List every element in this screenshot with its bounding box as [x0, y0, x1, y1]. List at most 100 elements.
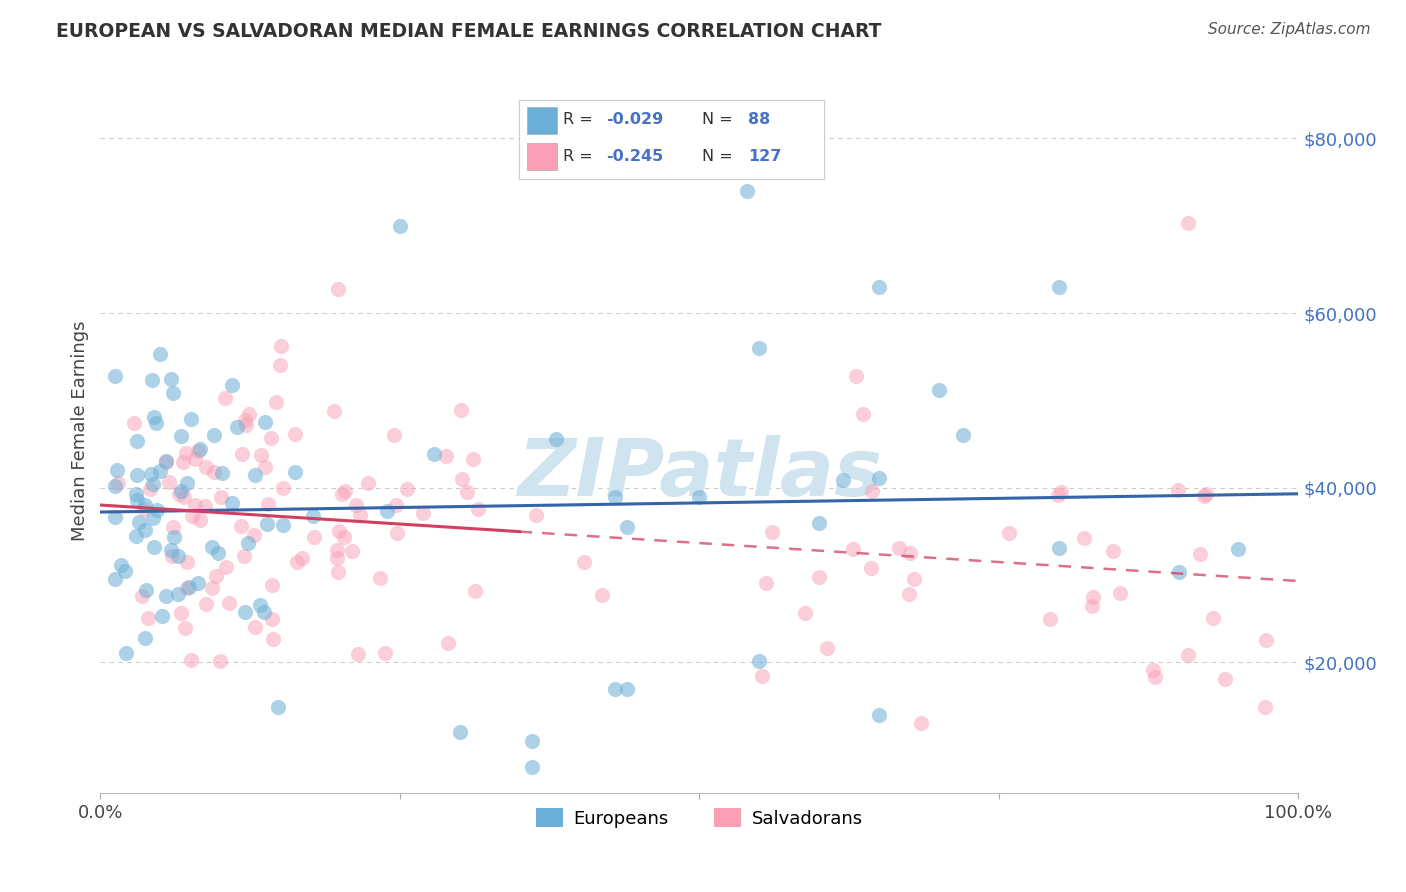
Point	[145, 416, 167, 430]
Point	[160, 549, 183, 563]
Point	[125, 434, 148, 449]
Point	[520, 734, 543, 748]
Point	[180, 653, 202, 667]
Point	[221, 378, 243, 392]
Point	[249, 448, 271, 462]
Point	[1047, 280, 1070, 294]
Point	[323, 404, 346, 418]
Text: Source: ZipAtlas.com: Source: ZipAtlas.com	[1208, 22, 1371, 37]
Point	[735, 184, 758, 198]
Point	[235, 417, 257, 432]
Point	[616, 681, 638, 696]
Point	[1047, 488, 1070, 502]
Point	[467, 502, 489, 516]
Point	[207, 546, 229, 560]
Point	[434, 449, 457, 463]
Point	[235, 605, 257, 619]
Point	[333, 483, 356, 498]
Point	[1192, 489, 1215, 503]
Point	[159, 372, 181, 386]
Point	[605, 490, 627, 504]
Point	[368, 571, 391, 585]
Point	[249, 598, 271, 612]
Point	[328, 524, 350, 538]
Point	[150, 608, 173, 623]
Text: N =: N =	[702, 149, 733, 164]
Point	[793, 607, 815, 621]
Point	[209, 655, 232, 669]
Point	[1047, 541, 1070, 556]
Point	[163, 530, 186, 544]
Point	[194, 597, 217, 611]
Text: -0.245: -0.245	[606, 149, 664, 164]
Point	[131, 590, 153, 604]
Point	[142, 409, 165, 424]
Point	[1167, 483, 1189, 497]
Point	[211, 466, 233, 480]
Point	[451, 472, 474, 486]
Text: -0.029: -0.029	[606, 112, 664, 128]
Point	[105, 463, 128, 477]
Point	[262, 632, 284, 647]
Point	[173, 490, 195, 504]
Point	[1073, 532, 1095, 546]
Point	[104, 369, 127, 384]
Point	[868, 471, 890, 485]
Point	[233, 549, 256, 563]
Point	[1039, 612, 1062, 626]
Point	[524, 508, 547, 522]
Point	[332, 530, 354, 544]
Point	[245, 620, 267, 634]
Text: EUROPEAN VS SALVADORAN MEDIAN FEMALE EARNINGS CORRELATION CHART: EUROPEAN VS SALVADORAN MEDIAN FEMALE EAR…	[56, 22, 882, 41]
Point	[291, 550, 314, 565]
Point	[142, 540, 165, 554]
Point	[180, 412, 202, 426]
Point	[464, 584, 486, 599]
Point	[218, 596, 240, 610]
Point	[755, 576, 778, 591]
Point	[326, 566, 349, 580]
Point	[233, 413, 256, 427]
Point	[808, 516, 831, 530]
Point	[260, 612, 283, 626]
Point	[449, 725, 471, 739]
Point	[142, 477, 165, 491]
Point	[245, 468, 267, 483]
Point	[172, 455, 194, 469]
Point	[382, 428, 405, 442]
Point	[202, 428, 225, 442]
Point	[868, 707, 890, 722]
Point	[928, 384, 950, 398]
Point	[194, 499, 217, 513]
Point	[301, 508, 323, 523]
Point	[396, 482, 419, 496]
Point	[385, 525, 408, 540]
Point	[910, 715, 932, 730]
Point	[437, 635, 460, 649]
Point	[176, 476, 198, 491]
Point	[167, 487, 190, 501]
Point	[135, 582, 157, 597]
Point	[456, 485, 478, 500]
Point	[423, 447, 446, 461]
Point	[284, 466, 307, 480]
Text: 88: 88	[748, 112, 770, 128]
Point	[103, 479, 125, 493]
Point	[134, 631, 156, 645]
Point	[1144, 670, 1167, 684]
Point	[898, 587, 921, 601]
Point	[1167, 565, 1189, 579]
Point	[110, 558, 132, 573]
Point	[177, 580, 200, 594]
Point	[202, 465, 225, 479]
Point	[201, 541, 224, 555]
Point	[330, 487, 353, 501]
Legend: Europeans, Salvadorans: Europeans, Salvadorans	[529, 801, 870, 835]
Point	[155, 589, 177, 603]
Point	[176, 555, 198, 569]
Point	[1227, 541, 1250, 556]
Point	[385, 498, 408, 512]
Point	[188, 442, 211, 456]
Point	[271, 481, 294, 495]
Text: N =: N =	[702, 112, 733, 128]
